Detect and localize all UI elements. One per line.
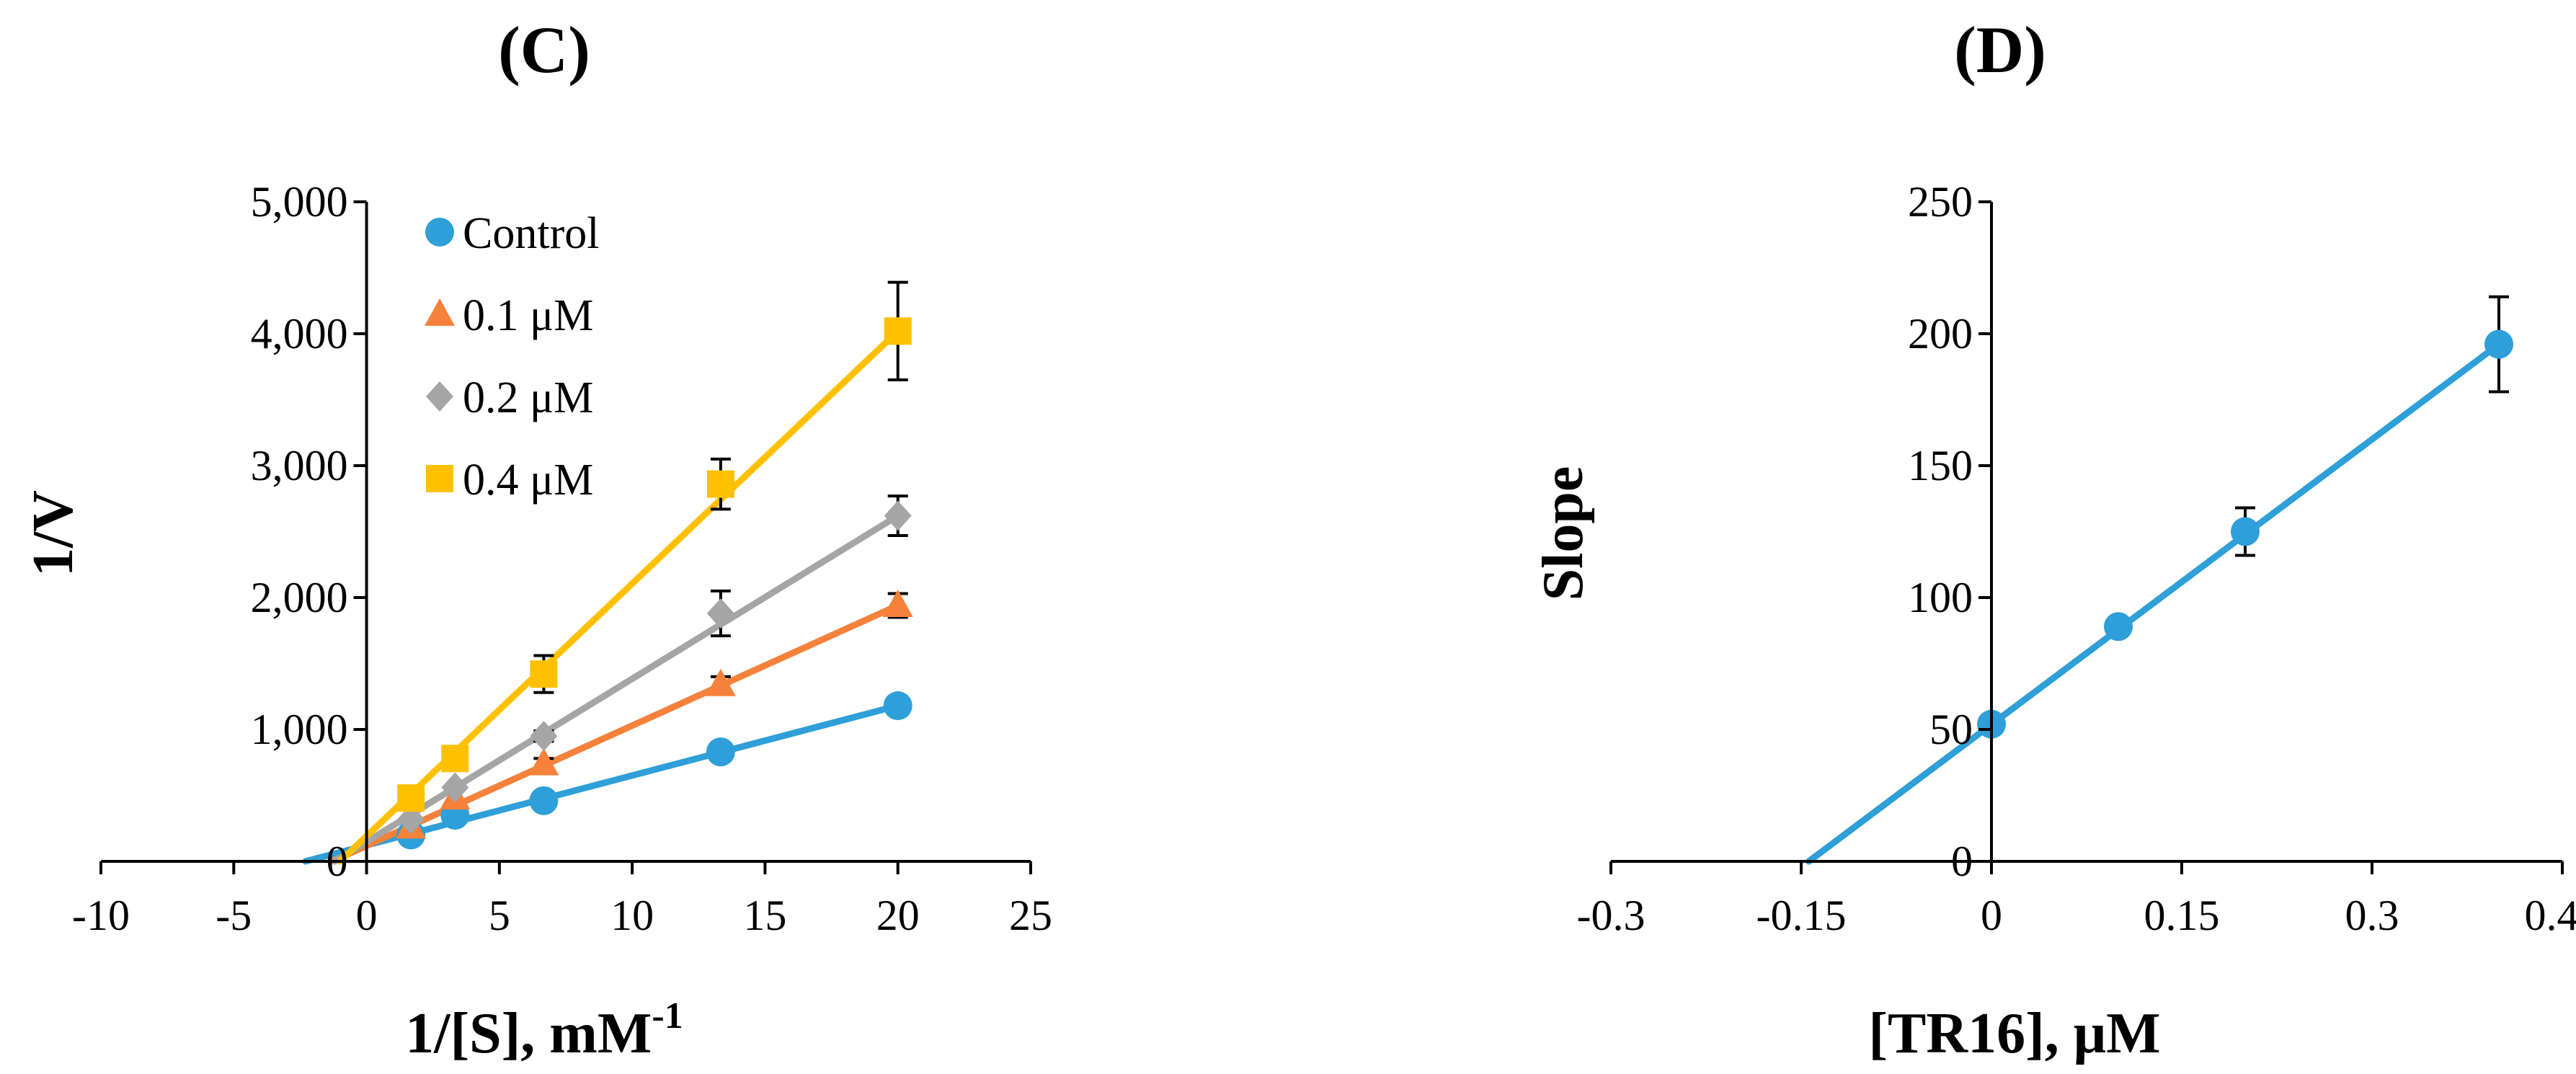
panel-c-x-tick-label: 25	[1009, 892, 1052, 939]
panel-d-y-axis-title: Slope	[1532, 466, 1595, 601]
panel-d-x-tick-label: -0.15	[1756, 892, 1847, 939]
panel-c-label: (C)	[498, 13, 590, 86]
legend-marker	[426, 465, 453, 492]
panel-c-data-point	[884, 317, 912, 345]
panel-c-x-axis-title-main: 1/[S], mM	[405, 1002, 652, 1065]
legend-marker	[425, 218, 454, 247]
panel-d-x-tick-label: 0.45	[2525, 892, 2576, 939]
legend-label: 0.1 μM	[463, 291, 593, 340]
panel-c-y-tick-label: 3,000	[251, 442, 348, 489]
panel-d-x-tick-label: 0.3	[2345, 892, 2399, 939]
panel-d-fit-line-0	[1806, 341, 2502, 865]
panel-d-data-point	[2484, 329, 2513, 359]
panel-c-chart: (C) -10 -5 0 5 10 15 20 25 0 1,000 2,000 3,000 4,000…	[22, 13, 1052, 1065]
panel-d-axes: -0.3 -0.15 0 0.15 0.3 0.45 0 50 100 150 200 250	[1577, 178, 2576, 939]
panel-d-y-tick-label: 150	[1908, 442, 1973, 489]
panel-c-x-tick-label: -5	[216, 892, 252, 939]
panel-c-data-point	[884, 500, 912, 531]
panel-c-data-point	[441, 745, 469, 773]
legend-label: 0.4 μM	[463, 456, 593, 505]
legend-item-1: 0.1 μM	[425, 291, 593, 340]
panel-d-y-tick-label: 100	[1908, 574, 1973, 621]
legend-item-2: 0.2 μM	[426, 373, 593, 422]
panel-d-y-tick-label: 250	[1908, 178, 1973, 226]
panel-c-data-point	[882, 589, 913, 617]
panel-c-x-axis-title-sup: -1	[652, 995, 683, 1037]
panel-c-data-point	[706, 737, 735, 767]
panel-c-data-point	[529, 786, 559, 815]
panel-c-y-tick-label: 1,000	[251, 706, 348, 753]
panel-c-data-point	[706, 598, 734, 629]
panel-c-y-tick-label: 2,000	[251, 574, 348, 621]
panel-d-chart: (D) -0.3 -0.15 0 0.15 0.3 0.45 0 50 100 150 200 250…	[1532, 13, 2576, 1065]
panel-c-y-axis-title: 1/V	[22, 490, 85, 577]
panel-c-x-tick-label: 10	[610, 892, 654, 939]
panel-d-x-tick-label: -0.3	[1577, 892, 1645, 939]
panel-d-x-tick-label: 0.15	[2144, 892, 2220, 939]
panel-c-data-point	[528, 747, 559, 776]
panel-c-data-point	[706, 470, 734, 498]
panel-c-y-tick-label: 4,000	[251, 310, 348, 358]
legend-marker	[426, 381, 453, 412]
panel-c-x-tick-label: 15	[743, 892, 786, 939]
panel-c-data-point	[705, 668, 736, 696]
panel-c-x-tick-label: 5	[489, 892, 510, 939]
legend-item-3: 0.4 μM	[426, 456, 593, 505]
panel-c-x-tick-label: 0	[356, 892, 378, 939]
panel-d-x-tick-label: 0	[1981, 892, 2002, 939]
panel-c-data-point	[397, 784, 425, 812]
panel-d-y-tick-label: 50	[1929, 706, 1973, 753]
panel-c-fit-line-1	[329, 602, 902, 865]
legend-item-0: Control	[425, 209, 599, 258]
panel-c-y-tick-label: 0	[327, 838, 348, 885]
panel-c-data-point	[441, 772, 469, 803]
panel-d-y-tick-label: 200	[1908, 310, 1973, 358]
panel-c-marks	[302, 280, 913, 865]
panel-c-axes: -10 -5 0 5 10 15 20 25 0 1,000 2,000 3,000 4,000 5,00…	[72, 178, 1052, 939]
panel-d-label: (D)	[1954, 13, 2046, 86]
panel-d-data-point	[2231, 517, 2260, 546]
legend-label: 0.2 μM	[463, 373, 593, 422]
panel-d-data-point	[2104, 612, 2133, 642]
panel-c-y-tick-label: 5,000	[251, 178, 348, 226]
panel-c-legend: Control 0.1 μM 0.2 μM 0.4 μM	[425, 209, 599, 505]
panel-c-data-point	[883, 691, 912, 721]
legend-marker	[425, 298, 455, 326]
panel-c-data-point	[530, 660, 558, 688]
panel-c-fit-line-0	[302, 702, 902, 865]
panel-d-x-axis-title: [TR16], μM	[1868, 1002, 2160, 1065]
panel-c-fit-line-2	[331, 512, 902, 865]
panel-c-fit-line-3	[337, 327, 902, 865]
panel-c-x-tick-label: -10	[72, 892, 130, 939]
panel-c-x-tick-label: 20	[876, 892, 920, 939]
panel-c-x-axis-title: 1/[S], mM-1	[405, 995, 683, 1065]
legend-label: Control	[463, 209, 599, 258]
panel-d-marks	[1806, 295, 2513, 865]
panel-c-data-point	[530, 721, 558, 752]
panel-d-y-tick-label: 0	[1951, 838, 1973, 885]
